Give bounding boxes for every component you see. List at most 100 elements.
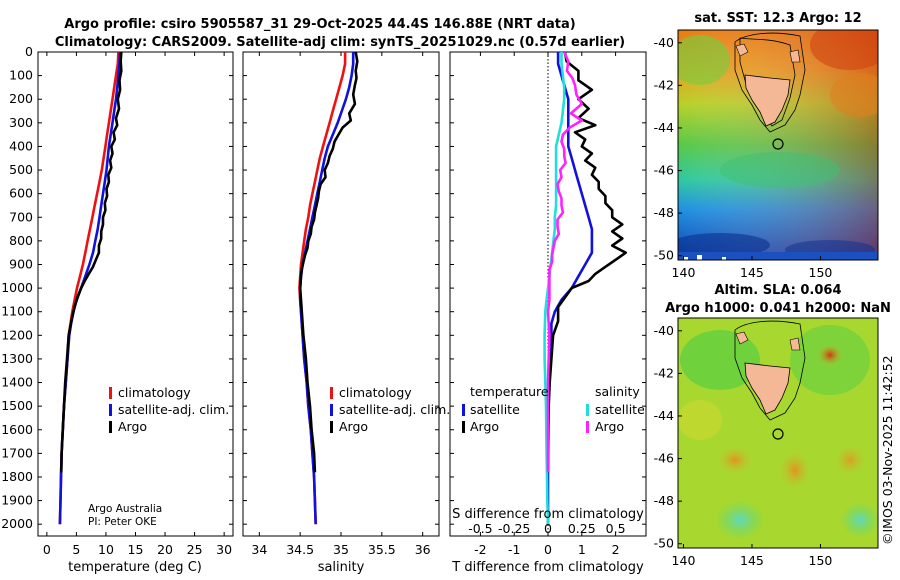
difference-x-ticks: -2 -1 0 1 2 (474, 52, 620, 557)
temperature-axes-frame (37, 51, 234, 537)
salinity-difference-ticks: -0.5 -0.25 0 0.25 0.5 (468, 521, 625, 536)
map-x-tick-label: 145 (740, 553, 764, 568)
y-tick-label: 1900 (1, 493, 33, 508)
series-line-satellite-adj-clim- (298, 52, 355, 525)
sla-map-title-2: Argo h1000: 0.041 h2000: NaN (665, 301, 891, 316)
y-tick-label: 500 (9, 162, 33, 177)
legend-marker-satellite (109, 404, 112, 416)
legend-marker-s-satellite (586, 404, 589, 416)
map-x-tick-label: 145 (740, 265, 764, 280)
x-tick-label: 34.5 (286, 542, 314, 557)
map-y-tick-label: -42 (654, 77, 674, 92)
x-tick-label: 20 (157, 542, 173, 557)
series-line-t-argo (546, 52, 627, 473)
map-y-tick-label: -40 (654, 35, 674, 50)
y-tick-label: 1600 (1, 422, 33, 437)
x-tick-label: 15 (128, 542, 144, 557)
x-tick-label: -2 (474, 542, 486, 557)
legend-label-s-satellite: satellite (595, 402, 645, 417)
temperature-y-ticks: 0 100 200 300 400 500 600 700 800 900 1000 1100 1200… (1, 44, 233, 531)
x-tick-label: 1 (578, 542, 586, 557)
legend-label-argo: Argo (339, 419, 368, 434)
sla-map-image (678, 318, 878, 548)
map-x-tick-label: 140 (672, 265, 696, 280)
series-line-s-argo (546, 52, 584, 473)
y-tick-label: 1000 (1, 280, 33, 295)
map-y-tick-label: -40 (654, 323, 674, 338)
sst-map-frame (677, 29, 879, 261)
salinity-difference-tick-label: -0.25 (498, 521, 530, 536)
y-tick-label: 300 (9, 115, 33, 130)
difference-y-ticks (450, 51, 646, 525)
x-tick-label: -1 (508, 542, 520, 557)
map-x-tick-label: 150 (809, 553, 833, 568)
legend-label-argo: Argo (118, 419, 147, 434)
legend-marker-s-argo (586, 421, 589, 433)
y-tick-label: 400 (9, 138, 33, 153)
series-line-satellite-adj-clim- (58, 52, 122, 525)
legend-label-t-satellite: satellite (470, 402, 520, 417)
map-y-tick-label: -48 (654, 493, 674, 508)
y-tick-label: 200 (9, 91, 33, 106)
difference-lines (543, 52, 627, 525)
temperature-x-ticks: 0 5 10 15 20 25 30 (43, 52, 232, 557)
x-tick-label: 30 (216, 542, 232, 557)
y-tick-label: 1200 (1, 327, 33, 342)
y-tick-label: 1800 (1, 469, 33, 484)
legend-marker-t-satellite (462, 404, 465, 416)
y-tick-label: 2000 (1, 516, 33, 531)
y-tick-label: 600 (9, 186, 33, 201)
legend-marker-argo (109, 421, 112, 433)
legend-marker-climatology (330, 387, 333, 399)
x-tick-label: 35.5 (368, 542, 396, 557)
y-tick-label: 1100 (1, 304, 33, 319)
temperature-lines (58, 52, 123, 525)
x-tick-label: 10 (98, 542, 114, 557)
legend-label-satellite: satellite-adj. clim. (118, 402, 229, 417)
salinity-difference-tick-label: 0.5 (606, 521, 626, 536)
y-tick-label: 1400 (1, 375, 33, 390)
sla-map-x-ticks: 140 145 150 (672, 544, 833, 568)
legend-header-temperature: temperature (470, 384, 549, 399)
legend-label-climatology: climatology (118, 385, 191, 400)
map-y-tick-label: -42 (654, 365, 674, 380)
series-line-t-satellite (546, 52, 594, 525)
salinity-x-ticks: 34 34.5 35 35.5 36 (251, 52, 431, 557)
x-tick-label: 5 (72, 542, 80, 557)
salinity-legend: climatology satellite-adj. clim. Argo (330, 385, 450, 434)
map-y-tick-label: -44 (654, 120, 674, 135)
x-tick-label: 0 (43, 542, 51, 557)
sst-map-y-ticks: -40 -42 -44 -46 -48 -50 (654, 35, 682, 263)
map-x-tick-label: 140 (672, 553, 696, 568)
figure-title-line-1: Argo profile: csiro 5905587_31 29-Oct-20… (64, 17, 575, 32)
legend-marker-t-argo (462, 421, 465, 433)
legend-marker-climatology (109, 387, 112, 399)
y-tick-label: 800 (9, 233, 33, 248)
y-tick-label: 100 (9, 68, 33, 83)
y-tick-label: 1700 (1, 445, 33, 460)
sla-map-frame (677, 317, 879, 549)
figure-title-line-2: Climatology: CARS2009. Satellite-adj cli… (55, 35, 625, 50)
series-line-climatology (58, 52, 120, 525)
legend-header-salinity: salinity (595, 384, 640, 399)
map-y-tick-label: -48 (654, 205, 674, 220)
sla-map: Altim. SLA: 0.064 Argo h1000: 0.041 h200… (654, 283, 891, 568)
difference-x-label-salinity: S difference from climatology (452, 507, 644, 522)
x-tick-label: 2 (612, 542, 620, 557)
map-y-tick-label: -44 (654, 408, 674, 423)
legend-label-satellite: satellite-adj. clim. (339, 402, 450, 417)
sla-map-title-1: Altim. SLA: 0.064 (715, 283, 842, 298)
series-line-argo (60, 52, 123, 473)
salinity-x-label: salinity (318, 560, 365, 575)
x-tick-label: 35 (333, 542, 349, 557)
salinity-difference-tick-label: 0.25 (568, 521, 596, 536)
salinity-y-ticks (243, 51, 439, 525)
salinity-difference-tick-label: 0 (544, 521, 552, 536)
map-y-tick-label: -46 (654, 451, 674, 466)
map-x-tick-label: 150 (809, 265, 833, 280)
temperature-x-label: temperature (deg C) (68, 560, 202, 575)
x-tick-label: 34 (251, 542, 267, 557)
argo-float-position-marker (772, 428, 784, 440)
sst-map: sat. SST: 12.3 Argo: 12 -40-42-44-46-48-… (654, 11, 879, 280)
